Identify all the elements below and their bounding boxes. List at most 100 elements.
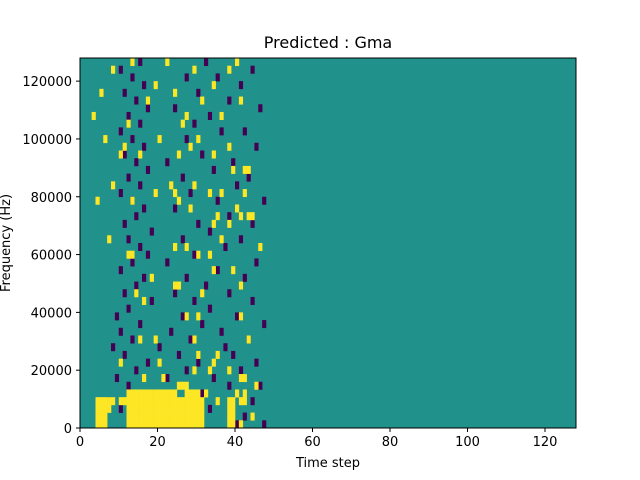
heatmap-cell-high <box>242 165 247 174</box>
heatmap-cell-high <box>138 420 143 429</box>
heatmap-cell-low <box>134 96 139 105</box>
heatmap-cell-low <box>122 150 127 159</box>
y-tick-label: 80000 <box>31 191 72 206</box>
heatmap-cell-high <box>227 404 232 413</box>
heatmap-cell-low <box>142 142 147 151</box>
heatmap-cell-high <box>173 397 178 406</box>
heatmap-cell-high <box>200 96 205 105</box>
heatmap-cell-high <box>184 312 189 321</box>
x-tick-label: 40 <box>227 435 244 450</box>
heatmap-cell-low <box>223 343 228 352</box>
heatmap-cell-low <box>254 142 259 151</box>
heatmap-cell-low <box>227 212 232 221</box>
heatmap-cell-low <box>165 158 170 167</box>
heatmap-cell-high <box>145 389 151 398</box>
heatmap-cell-high <box>99 420 104 429</box>
heatmap-cell-high <box>145 420 151 429</box>
heatmap-cell-high <box>99 412 104 421</box>
heatmap-cell-high <box>149 273 154 282</box>
heatmap-cell-high <box>153 412 158 421</box>
heatmap-cell-high <box>176 404 182 413</box>
heatmap-cell-low <box>227 381 232 390</box>
heatmap-cell-low <box>126 111 131 120</box>
heatmap-cell-high <box>215 350 220 359</box>
heatmap-cell-high <box>219 111 224 120</box>
heatmap-cell-high <box>153 335 158 344</box>
heatmap-cell-high <box>111 65 116 74</box>
x-tick-label: 80 <box>382 435 399 450</box>
heatmap-cell-high <box>196 404 201 413</box>
heatmap-cell-high <box>211 266 216 275</box>
heatmap-cell-high <box>184 404 189 413</box>
heatmap-cell-low <box>204 281 209 290</box>
heatmap-cell-high <box>211 358 216 367</box>
heatmap-cell-low <box>192 119 197 128</box>
heatmap-cell-high <box>157 135 162 144</box>
heatmap-cell-high <box>238 212 244 221</box>
heatmap-cell-high <box>157 397 162 406</box>
heatmap-cell-high <box>180 397 185 406</box>
heatmap-cell-high <box>145 397 151 406</box>
heatmap-cell-high <box>111 181 116 190</box>
heatmap-cell-high <box>176 150 182 159</box>
heatmap-cell-high <box>130 58 135 67</box>
heatmap-cell-high <box>238 397 244 406</box>
heatmap-cell-low <box>231 350 236 359</box>
heatmap-cell-high <box>196 312 201 321</box>
heatmap-cell-high <box>165 412 170 421</box>
heatmap-cell-high <box>200 397 205 406</box>
heatmap-cell-high <box>134 420 139 429</box>
heatmap-cell-low <box>192 296 197 305</box>
heatmap-cell-high <box>231 397 236 406</box>
heatmap-cell-high <box>184 420 189 429</box>
heatmap-cell-high <box>95 420 100 429</box>
x-axis-label: Time step <box>295 456 360 471</box>
heatmap-cell-high <box>134 289 139 298</box>
heatmap-cell-high <box>184 111 189 120</box>
heatmap-cell-low <box>122 350 127 359</box>
heatmap-cell-high <box>227 420 232 429</box>
heatmap-cell-low <box>142 81 147 90</box>
heatmap-cell-high <box>111 397 116 406</box>
heatmap-cell-high <box>161 420 166 429</box>
heatmap-cell-high <box>145 404 151 413</box>
heatmap-cell-high <box>215 212 220 221</box>
heatmap-cell-high <box>138 335 143 344</box>
heatmap-cell-high <box>173 412 178 421</box>
heatmap-cell-low <box>188 189 193 198</box>
heatmap-cell-high <box>130 397 135 406</box>
heatmap-cell-high <box>184 412 189 421</box>
heatmap-cell-high <box>161 412 166 421</box>
heatmap-cell-high <box>254 381 259 390</box>
heatmap-cell-low <box>196 88 201 97</box>
heatmap-cell-high <box>176 281 182 290</box>
heatmap-cell-high <box>173 404 178 413</box>
heatmap-cell-high <box>157 358 162 367</box>
heatmap-cell-low <box>130 135 135 144</box>
heatmap-cell-low <box>250 219 255 228</box>
heatmap-cell-high <box>153 420 158 429</box>
heatmap-cell-low <box>235 312 240 321</box>
heatmap-cell-high <box>134 397 139 406</box>
heatmap-cell-low <box>138 181 143 190</box>
heatmap-cell-high <box>130 196 135 205</box>
heatmap-cell-high <box>207 366 213 375</box>
heatmap-cell-low <box>111 343 116 352</box>
heatmap-cell-high <box>196 250 201 259</box>
heatmap-cell-high <box>184 243 189 252</box>
heatmap-cell-low <box>145 358 151 367</box>
heatmap-cell-high <box>196 397 201 406</box>
heatmap-cell-low <box>184 73 189 82</box>
heatmap-cell-low <box>215 196 220 205</box>
heatmap-cell-high <box>184 397 189 406</box>
heatmap-cell-high <box>227 219 232 228</box>
heatmap-cell-low <box>254 358 259 367</box>
heatmap-cell-low <box>134 158 139 167</box>
heatmap-cell-high <box>103 420 108 429</box>
heatmap-cell-low <box>207 404 213 413</box>
heatmap-cell-low <box>118 65 123 74</box>
heatmap-cells <box>80 58 576 429</box>
heatmap-cell-high <box>149 389 154 398</box>
heatmap-cell-high <box>238 281 244 290</box>
heatmap-cell-high <box>95 404 100 413</box>
